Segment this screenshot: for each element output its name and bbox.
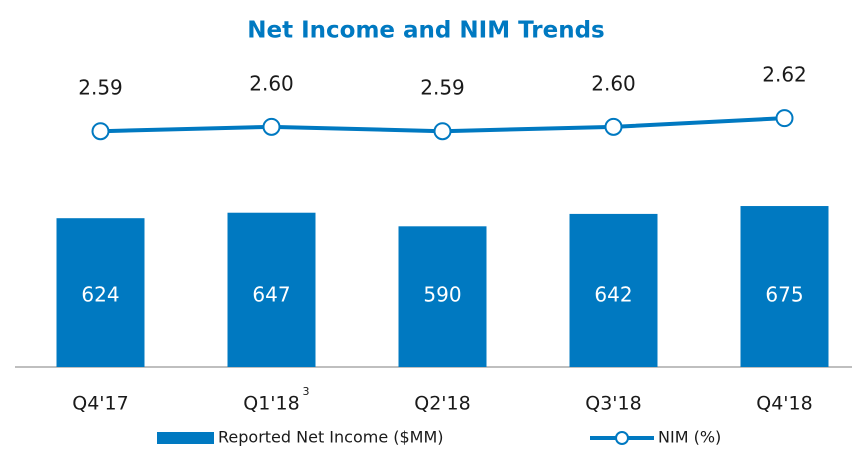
data-label: 2.60 — [591, 71, 636, 95]
line-marker — [262, 117, 281, 136]
bar — [569, 213, 658, 367]
legend-swatch — [157, 432, 214, 444]
bar — [227, 212, 316, 367]
data-label: 624 — [81, 283, 119, 307]
x-tick-label: Q2'18 — [414, 393, 470, 415]
data-label: 2.60 — [249, 71, 294, 95]
x-tick-label: Q4'17 — [72, 393, 128, 415]
legend-label: Reported Net Income ($MM) — [218, 428, 444, 447]
line-marker — [775, 109, 794, 128]
data-label: 2.59 — [420, 76, 465, 100]
chart-title: Net Income and NIM Trends — [247, 18, 605, 44]
data-label: 2.59 — [78, 76, 123, 100]
bar — [398, 226, 487, 367]
x-tick-label: Q1'18 — [243, 393, 299, 415]
legend-label: NIM (%) — [658, 428, 721, 447]
legend-swatch-marker — [615, 431, 629, 445]
line-marker — [604, 117, 623, 136]
data-label: 647 — [252, 283, 290, 307]
x-tick-label: Q3'18 — [585, 393, 641, 415]
data-label: 642 — [594, 283, 632, 307]
bar — [740, 206, 829, 367]
footnote-mark: 3 — [303, 385, 310, 398]
data-label: 675 — [765, 283, 803, 307]
line-marker — [91, 122, 110, 141]
x-tick-label: Q4'18 — [756, 393, 812, 415]
bar — [56, 218, 145, 367]
data-label: 2.62 — [762, 63, 807, 87]
line-marker — [433, 122, 452, 141]
data-label: 590 — [423, 283, 461, 307]
